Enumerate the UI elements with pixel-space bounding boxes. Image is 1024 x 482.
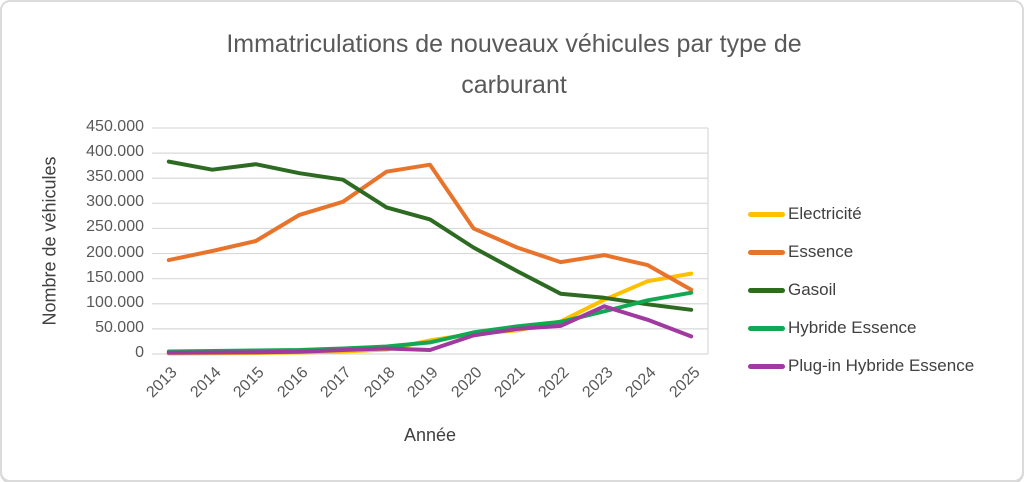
legend-item-gasoil: Gasoil — [748, 280, 974, 300]
legend-item-essence: Essence — [748, 242, 974, 262]
series-line-essence — [166, 162, 694, 292]
legend-swatch-icon — [748, 287, 785, 293]
legend-label: Electricité — [788, 204, 862, 223]
legend-label: Gasoil — [788, 280, 837, 299]
y-tick-label: 50.000 — [95, 318, 144, 336]
y-tick-label: 450.000 — [86, 118, 144, 135]
legend-swatch-icon — [748, 249, 785, 255]
series-line-hybride-essence — [166, 290, 694, 354]
legend-item-plug-in-hybride-essence: Plug-in Hybride Essence — [748, 356, 974, 376]
series-line-gasoil — [166, 159, 694, 312]
y-tick-label: 200.000 — [86, 243, 144, 261]
legend-label: Hybride Essence — [788, 318, 917, 337]
y-tick-label: 350.000 — [86, 168, 144, 186]
y-tick-label: 250.000 — [86, 218, 144, 236]
y-tick-label: 0 — [135, 344, 144, 361]
y-tick-label: 400.000 — [86, 143, 144, 161]
legend-swatch-icon — [748, 363, 785, 369]
legend-label: Plug-in Hybride Essence — [788, 356, 975, 375]
y-tick-label: 300.000 — [86, 193, 144, 211]
legend-item-electricit-: Electricité — [748, 204, 974, 224]
chart-title-line-2: carburant — [461, 71, 567, 99]
x-axis-title: Année — [403, 425, 457, 445]
legend-item-hybride-essence: Hybride Essence — [748, 318, 974, 338]
series-line-plug-in-hybride-essence — [166, 304, 694, 355]
y-tick-label: 100.000 — [86, 293, 144, 311]
chart-title: Immatriculations de nouveaux véhicules p… — [2, 24, 1022, 106]
chart-title-line-1: Immatriculations de nouveaux véhicules p… — [226, 30, 802, 58]
legend: Electricité Essence Gasoil Hybride Essence P… — [748, 204, 974, 376]
y-tick-label: 150.000 — [86, 268, 144, 286]
legend-label: Essence — [788, 242, 854, 261]
legend-swatch-icon — [748, 325, 785, 331]
legend-swatch-icon — [748, 211, 785, 217]
